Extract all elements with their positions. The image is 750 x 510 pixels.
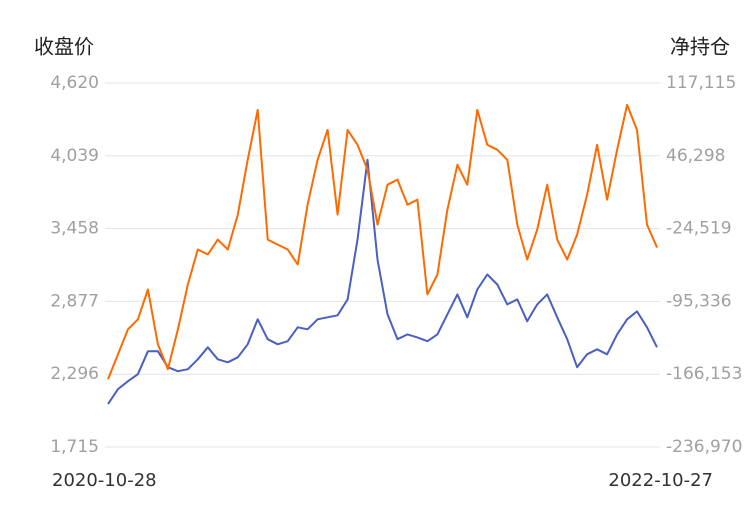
- y-tick-label: 2,296: [50, 364, 99, 384]
- y2-tick-label: -236,970: [666, 437, 742, 457]
- y2-tick-label: -24,519: [666, 219, 732, 239]
- y2-axis-title: 净持仓: [670, 35, 730, 59]
- y-tick-label: 3,458: [50, 219, 99, 239]
- y2-tick-label: -95,336: [666, 291, 732, 311]
- y2-tick-label: 46,298: [666, 146, 725, 166]
- y-tick-label: 2,877: [50, 291, 99, 311]
- x-tick-label: 2022-10-27: [608, 470, 713, 491]
- y-tick-label: 4,039: [50, 146, 99, 166]
- x-tick-label: 2020-10-28: [52, 470, 157, 491]
- series-line: [107, 103, 658, 380]
- y2-tick-label: 117,115: [666, 73, 736, 93]
- y-tick-label: 1,715: [50, 437, 99, 457]
- y-axis-title: 收盘价: [34, 35, 94, 59]
- series-line: [107, 158, 658, 405]
- y-tick-label: 4,620: [50, 73, 99, 93]
- y2-tick-label: -166,153: [666, 364, 742, 384]
